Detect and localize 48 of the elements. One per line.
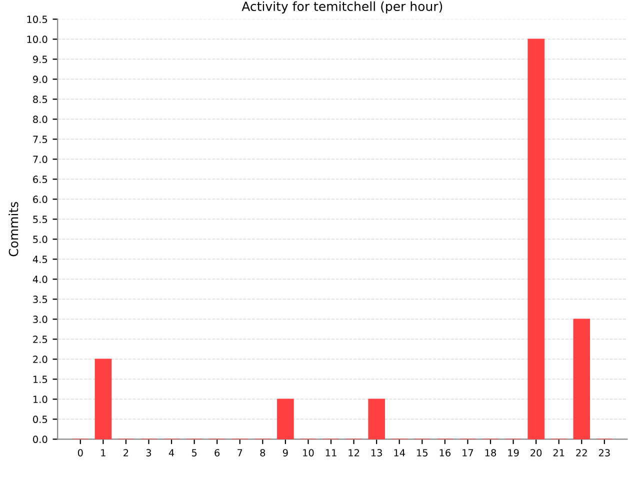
x-tick-label: 21 bbox=[553, 449, 564, 456]
y-tick-label: 9.5 bbox=[33, 56, 48, 64]
x-tick-label: 14 bbox=[394, 449, 405, 456]
x-tick-label: 11 bbox=[326, 449, 336, 456]
y-tick-label: 10.0 bbox=[27, 36, 48, 44]
y-tick-label: 3.5 bbox=[33, 296, 48, 304]
y-tick-label: 5.0 bbox=[33, 236, 48, 244]
x-tick-label: 4 bbox=[168, 449, 174, 456]
y-axis-title: Commits bbox=[8, 202, 18, 256]
y-tick-label: 5.5 bbox=[33, 216, 48, 224]
y-tick-label: 3.0 bbox=[33, 316, 48, 324]
x-tick-label: 22 bbox=[576, 449, 587, 456]
y-tick-label: 4.5 bbox=[32, 256, 48, 264]
y-tick-label: 7.5 bbox=[33, 136, 48, 144]
y-tick-label: 4.0 bbox=[32, 276, 48, 284]
y-tick-label: 8.5 bbox=[33, 96, 48, 104]
x-tick-label: 20 bbox=[530, 449, 542, 456]
y-tick-label: 1.0 bbox=[33, 396, 48, 404]
x-tick-label: 12 bbox=[348, 449, 360, 456]
y-tick-label: 6.0 bbox=[33, 196, 48, 204]
x-tick-label: 0 bbox=[78, 449, 83, 456]
y-tick-label: 1.5 bbox=[33, 376, 48, 384]
x-tick-label: 1 bbox=[101, 449, 106, 456]
x-tick-label: 23 bbox=[598, 449, 610, 456]
x-tick-label: 5 bbox=[192, 449, 197, 456]
x-tick-label: 9 bbox=[282, 449, 288, 456]
y-tick-label: 2.5 bbox=[33, 336, 48, 344]
x-tick-label: 17 bbox=[462, 449, 474, 456]
x-tick-label: 15 bbox=[417, 449, 428, 456]
x-tick-label: 19 bbox=[508, 449, 519, 456]
y-tick-label: 8.0 bbox=[33, 116, 48, 124]
x-tick-label: 3 bbox=[146, 449, 152, 456]
x-tick-label: 8 bbox=[260, 449, 266, 456]
x-tick-label: 13 bbox=[371, 449, 382, 456]
y-tick-label: 6.5 bbox=[33, 176, 48, 184]
x-tick-label: 10 bbox=[303, 449, 314, 456]
chart-title: Activity for temitchell (per hour) bbox=[242, 1, 442, 14]
x-tick-label: 18 bbox=[485, 449, 496, 456]
y-tick-label: 9.0 bbox=[33, 76, 48, 84]
y-tick-label: 10.5 bbox=[27, 16, 48, 24]
x-tick-label: 16 bbox=[440, 449, 450, 456]
y-tick-label: 2.0 bbox=[33, 356, 48, 364]
x-tick-label: 7 bbox=[238, 449, 242, 456]
y-tick-label: 7.0 bbox=[33, 156, 48, 164]
x-tick-label: 6 bbox=[214, 449, 220, 456]
y-tick-label: 0.0 bbox=[33, 436, 48, 444]
y-tick-label: 0.5 bbox=[33, 416, 48, 424]
x-tick-label: 2 bbox=[124, 449, 128, 456]
